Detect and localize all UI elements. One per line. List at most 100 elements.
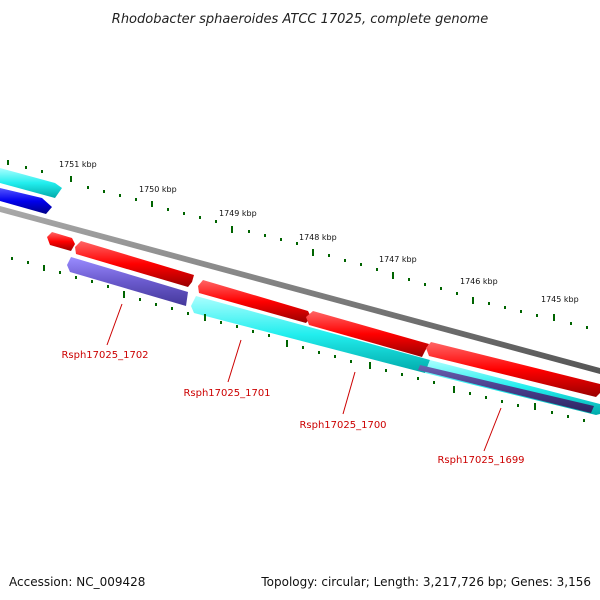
inner-tick-minor — [517, 404, 519, 407]
gene-label-leader — [227, 339, 242, 383]
gene-arrow-red — [426, 342, 600, 397]
scale-label: 1745 kbp — [541, 295, 579, 304]
gene-labels: Rsph17025_1702 Rsph17025_1701 Rsph17025_… — [61, 350, 524, 466]
gene-label: Rsph17025_1700 — [299, 420, 386, 431]
outer-tick-major — [472, 297, 474, 304]
inner-tick-major — [369, 362, 371, 369]
inner-tick-minor — [469, 392, 471, 395]
outer-tick-minor — [41, 170, 43, 173]
inner-tick-minor — [583, 419, 585, 422]
outer-tick-minor — [183, 212, 185, 215]
outer-tick-minor — [25, 166, 27, 169]
outer-tick-minor — [488, 302, 490, 305]
inner-tick-major — [123, 291, 125, 298]
genome-backbone — [0, 206, 600, 374]
outer-tick-minor — [167, 208, 169, 211]
outer-tick-major — [231, 226, 233, 233]
accession-text: Accession: NC_009428 — [9, 575, 145, 589]
inner-tick-minor — [417, 377, 419, 380]
genome-summary-text: Topology: circular; Length: 3,217,726 bp… — [260, 575, 591, 589]
inner-tick-minor — [27, 261, 29, 264]
outer-tick-minor — [504, 306, 506, 309]
inner-tick-minor — [268, 334, 270, 337]
gene-label: Rsph17025_1702 — [61, 350, 148, 361]
outer-tick-major — [312, 249, 314, 256]
inner-tick-minor — [107, 285, 109, 288]
gene-label-leaders — [106, 303, 502, 452]
gene-label-leader — [106, 303, 123, 346]
outer-tick-track — [7, 160, 588, 329]
outer-tick-minor — [119, 194, 121, 197]
scale-label: 1750 kbp — [139, 185, 177, 194]
gene-arrow-red — [47, 232, 75, 251]
inner-tick-minor — [334, 355, 336, 358]
gene-label-leader — [483, 407, 502, 452]
inner-tick-minor — [401, 373, 403, 376]
outer-tick-minor — [264, 234, 266, 237]
inner-tick-minor — [433, 381, 435, 384]
gene-label: Rsph17025_1699 — [437, 455, 524, 466]
inner-tick-minor — [551, 411, 553, 414]
inner-tick-major — [204, 314, 206, 321]
outer-tick-minor — [586, 326, 588, 329]
gene-arrow-red — [75, 241, 194, 287]
outer-tick-minor — [408, 278, 410, 281]
inner-tick-track — [11, 257, 585, 422]
inner-tick-minor — [302, 346, 304, 349]
outer-tick-major — [70, 176, 72, 182]
outer-tick-minor — [536, 314, 538, 317]
inner-tick-major — [43, 265, 45, 271]
inner-tick-major — [286, 340, 288, 347]
outer-tick-minor — [440, 287, 442, 290]
outer-tick-minor — [280, 238, 282, 241]
outer-tick-minor — [570, 322, 572, 325]
outer-tick-minor — [360, 263, 362, 266]
scale-labels: 1751 kbp 1750 kbp 1749 kbp 1748 kbp 1747… — [59, 160, 579, 304]
gene-arrow-cyan-left — [0, 168, 62, 198]
outer-tick-minor — [135, 198, 137, 201]
outer-tick-minor — [424, 283, 426, 286]
outer-tick-minor — [248, 230, 250, 233]
inner-tick-minor — [350, 360, 352, 363]
inner-tick-minor — [11, 257, 13, 260]
scale-label: 1751 kbp — [59, 160, 97, 169]
inner-tick-minor — [75, 276, 77, 279]
scale-label: 1748 kbp — [299, 233, 337, 242]
inner-tick-minor — [139, 298, 141, 301]
scale-label: 1747 kbp — [379, 255, 417, 264]
outer-tick-major — [392, 272, 394, 279]
inner-tick-minor — [236, 325, 238, 328]
inner-tick-major — [534, 403, 536, 410]
gene-arrow-red — [306, 311, 429, 357]
scale-label: 1749 kbp — [219, 209, 257, 218]
inner-tick-minor — [567, 415, 569, 418]
inner-tick-major — [453, 386, 455, 393]
inner-tick-minor — [485, 396, 487, 399]
gene-label: Rsph17025_1701 — [183, 388, 270, 399]
outer-tick-minor — [296, 242, 298, 245]
outer-tick-major — [7, 160, 9, 165]
inner-tick-minor — [187, 312, 189, 315]
outer-tick-major — [151, 201, 153, 207]
outer-tick-minor — [103, 190, 105, 193]
outer-tick-minor — [520, 310, 522, 313]
outer-tick-minor — [215, 220, 217, 223]
map-title: Rhodobacter sphaeroides ATCC 17025, comp… — [112, 12, 488, 27]
inner-tick-minor — [501, 400, 503, 403]
inner-tick-minor — [59, 271, 61, 274]
inner-tick-minor — [385, 369, 387, 372]
inner-tick-minor — [318, 351, 320, 354]
gene-arrow-darkslate — [418, 365, 594, 413]
gene-arrow-cyan — [191, 296, 430, 373]
outer-tick-minor — [456, 292, 458, 295]
outer-tick-major — [553, 314, 555, 321]
gene-label-leader — [342, 371, 356, 415]
outer-tick-minor — [376, 268, 378, 271]
inner-tick-minor — [91, 280, 93, 283]
inner-tick-minor — [252, 330, 254, 333]
outer-tick-minor — [199, 216, 201, 219]
outer-tick-minor — [87, 186, 89, 189]
scale-label: 1746 kbp — [460, 277, 498, 286]
inner-tick-minor — [220, 321, 222, 324]
